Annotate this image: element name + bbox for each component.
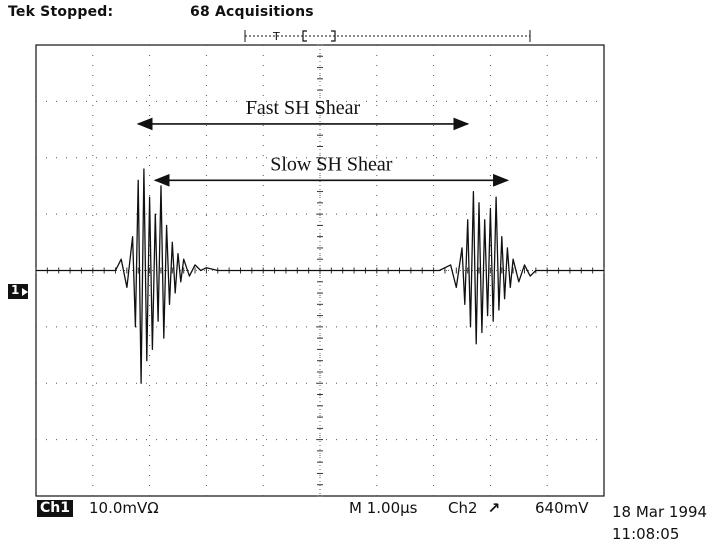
scope-status: Tek Stopped: <box>8 4 114 20</box>
rising-edge-icon: ↗ <box>482 499 501 517</box>
channel-1-marker: 1 <box>8 283 28 299</box>
trigger-level: 640mV <box>535 499 589 517</box>
timebase: M 1.00µs <box>349 499 418 517</box>
view-bracket-right <box>331 30 336 42</box>
acquisition-count: 68 Acquisitions <box>190 4 314 20</box>
volts-per-div: 10.0mVΩ <box>89 499 159 517</box>
marker-arrow-icon <box>22 288 28 296</box>
view-bracket-left <box>302 30 307 42</box>
waveform-trace-1 <box>36 168 604 384</box>
trigger-source-label: Ch2 <box>448 499 478 517</box>
capture-time: 11:08:05 <box>612 525 680 543</box>
annotation-label-2: Slow SH Shear <box>270 153 393 175</box>
trigger-position-marker: T <box>272 30 280 43</box>
trigger-source: Ch2 ↗ <box>448 499 500 517</box>
capture-date: 18 Mar 1994 <box>612 503 708 521</box>
channel-badge: Ch1 <box>37 500 73 517</box>
annotation-label-1: Fast SH Shear <box>246 97 361 119</box>
channel-marker-label: 1 <box>11 283 20 297</box>
